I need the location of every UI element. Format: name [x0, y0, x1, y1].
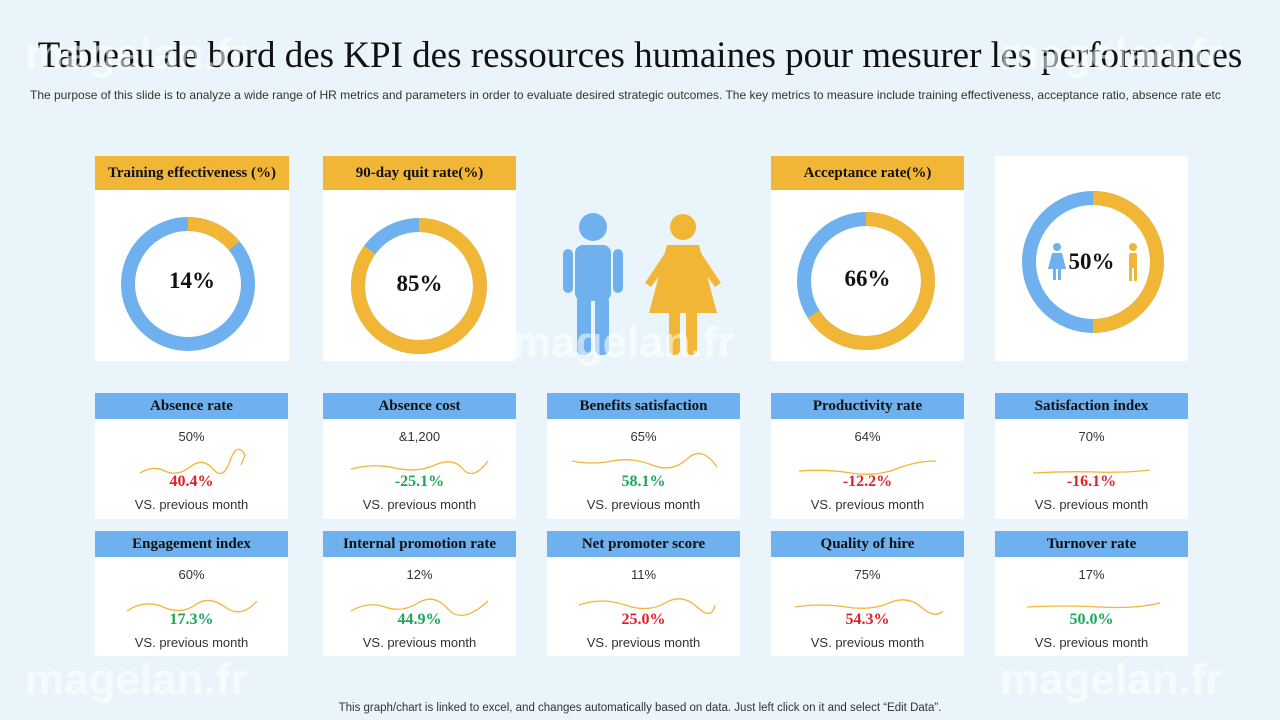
page-title: Tableau de bord des KPI des ressources h… — [37, 35, 1243, 76]
gender-ratio-card: 50% — [995, 156, 1188, 361]
kpi-change: 58.1% — [621, 473, 666, 490]
training-effectiveness-title: Training effectiveness (%) — [95, 156, 289, 190]
kpi-value: 17% — [1078, 567, 1105, 582]
kpi-title: Quality of hire — [771, 531, 964, 557]
gender-ratio-donut — [1022, 191, 1164, 333]
kpi-title: Net promoter score — [547, 531, 740, 557]
kpi-value: 50% — [178, 429, 205, 444]
page-subtitle: The purpose of this slide is to analyze … — [30, 88, 1221, 102]
kpi-comparison-label: VS. previous month — [1034, 497, 1149, 512]
kpi-title: Productivity rate — [771, 393, 964, 419]
kpi-sparkline — [794, 599, 944, 615]
kpi-card-internal-promotion-rate: Internal promotion rate 12% 44.9% VS. previ… — [323, 531, 516, 656]
kpi-sparkline — [571, 452, 718, 469]
acceptance-rate-value: 66% — [844, 266, 891, 291]
kpi-sparkline — [578, 598, 716, 615]
kpi-title: Internal promotion rate — [323, 531, 516, 557]
gender-ratio-value: 50% — [1068, 249, 1115, 274]
kpi-title: Benefits satisfaction — [547, 393, 740, 419]
kpi-sparkline — [350, 460, 489, 475]
kpi-sparkline — [139, 448, 246, 475]
quit-rate-title: 90-day quit rate(%) — [323, 156, 516, 190]
quit-rate-donut — [351, 218, 487, 354]
kpi-value: 11% — [630, 567, 657, 582]
kpi-card-absence-cost: Absence cost &1,200 -25.1% VS. previous mon… — [323, 393, 516, 519]
quit-rate-value: 85% — [396, 271, 443, 296]
donut-highlight-arc — [797, 212, 935, 350]
kpi-sparkline — [126, 599, 258, 613]
kpi-value: 65% — [630, 429, 657, 444]
kpi-value: 64% — [854, 429, 881, 444]
training-effectiveness-value: 14% — [169, 268, 215, 293]
kpi-comparison-label: VS. previous month — [810, 635, 925, 650]
donut-highlight-arc — [121, 217, 255, 351]
female-icon — [645, 214, 721, 355]
training-effectiveness-card: Training effectiveness (%) 14% — [95, 156, 289, 361]
kpi-sparkline — [1026, 602, 1161, 609]
kpi-title: Engagement index — [95, 531, 288, 557]
kpi-card-turnover-rate: Turnover rate 17% 50.0% VS. previous month — [995, 531, 1188, 656]
kpi-sparkline — [1032, 469, 1151, 474]
kpi-change: 40.4% — [169, 473, 214, 490]
donut-highlight-arc — [351, 218, 487, 354]
donut-highlight-arc — [1022, 191, 1164, 333]
kpi-value: 75% — [854, 567, 881, 582]
kpi-comparison-label: VS. previous month — [586, 497, 701, 512]
kpi-change: 50.0% — [1069, 611, 1114, 628]
kpi-title: Absence cost — [323, 393, 516, 419]
kpi-title: Satisfaction index — [995, 393, 1188, 419]
kpi-sparkline — [350, 598, 489, 617]
kpi-title: Absence rate — [95, 393, 288, 419]
watermark: magelan.fr — [25, 655, 248, 704]
kpi-card-benefits-satisfaction: Benefits satisfaction 65% 58.1% VS. previou… — [547, 393, 740, 519]
kpi-value: 70% — [1078, 429, 1105, 444]
female-small-icon — [1048, 243, 1066, 280]
kpi-comparison-label: VS. previous month — [134, 497, 249, 512]
watermark: magelan.fr — [1000, 655, 1223, 704]
kpi-change: 44.9% — [397, 611, 442, 628]
kpi-change: 54.3% — [845, 611, 890, 628]
kpi-value: 12% — [406, 567, 433, 582]
kpi-card-absence-rate: Absence rate 50% 40.4% VS. previous month — [95, 393, 288, 519]
kpi-comparison-label: VS. previous month — [362, 635, 477, 650]
kpi-card-productivity-rate: Productivity rate 64% -12.2% VS. previous m… — [771, 393, 964, 519]
kpi-change: -12.2% — [842, 473, 893, 490]
kpi-value: 60% — [178, 567, 205, 582]
kpi-value: &1,200 — [398, 429, 441, 444]
kpi-change: -25.1% — [394, 473, 445, 490]
kpi-title: Turnover rate — [995, 531, 1188, 557]
footer-note: This graph/chart is linked to excel, and… — [338, 702, 942, 714]
quit-rate-card: 90-day quit rate(%) 85% — [323, 156, 516, 361]
kpi-card-net-promoter-score: Net promoter score 11% 25.0% VS. previous m… — [547, 531, 740, 656]
male-icon — [563, 213, 623, 355]
kpi-comparison-label: VS. previous month — [362, 497, 477, 512]
acceptance-rate-title: Acceptance rate(%) — [771, 156, 964, 190]
kpi-card-engagement-index: Engagement index 60% 17.3% VS. previous mon… — [95, 531, 288, 656]
acceptance-rate-card: Acceptance rate(%) 66% — [771, 156, 964, 361]
kpi-comparison-label: VS. previous month — [1034, 635, 1149, 650]
training-effectiveness-donut — [121, 217, 255, 351]
acceptance-rate-donut — [797, 212, 935, 350]
kpi-change: 25.0% — [621, 611, 666, 628]
kpi-comparison-label: VS. previous month — [586, 635, 701, 650]
male-small-icon — [1129, 243, 1137, 281]
people-illustration — [563, 213, 721, 355]
kpi-card-quality-of-hire: Quality of hire 75% 54.3% VS. previous mont… — [771, 531, 964, 656]
kpi-sparkline — [798, 460, 937, 475]
kpi-card-satisfaction-index: Satisfaction index 70% -16.1% VS. previous … — [995, 393, 1188, 519]
kpi-comparison-label: VS. previous month — [810, 497, 925, 512]
kpi-change: 17.3% — [169, 611, 214, 628]
kpi-comparison-label: VS. previous month — [134, 635, 249, 650]
kpi-change: -16.1% — [1066, 473, 1117, 490]
